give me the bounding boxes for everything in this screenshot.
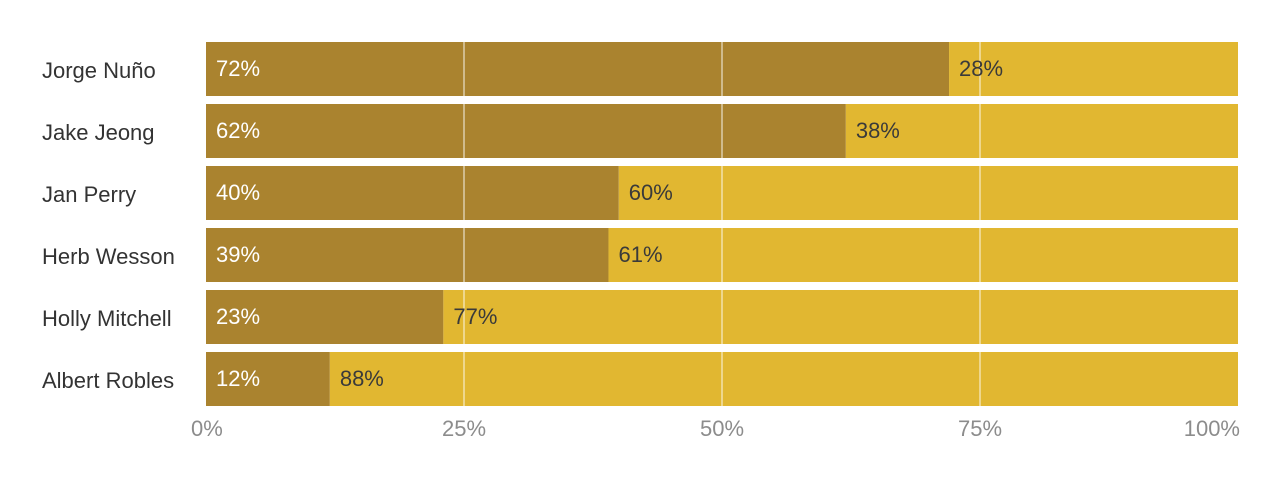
category-label-3: Jan Perry	[42, 182, 136, 207]
x-axis-ticks-group: 0% 25% 50% 75% 100%	[191, 416, 1240, 441]
value-label-1-4: 39%	[216, 242, 260, 267]
value-label-2-3: 60%	[629, 180, 673, 205]
x-tick-label-1: 0%	[191, 416, 223, 441]
category-label-1: Jorge Nuño	[42, 58, 156, 83]
value-label-2-6: 88%	[340, 366, 384, 391]
value-label-2-2: 38%	[856, 118, 900, 143]
bar-segment-1-3	[206, 166, 619, 220]
value-labels-group: 72% 28% 62% 38% 40% 60% 39% 61% 23% 77% 12% 88%	[216, 56, 1003, 391]
bar-segment-1-2	[206, 104, 846, 158]
bars-group	[206, 42, 1239, 406]
category-labels-group: Jorge Nuño Jake Jeong Jan Perry Herb Wesson…	[42, 58, 175, 393]
bar-segment-2-2	[845, 104, 1238, 158]
bar-segment-2-5	[443, 290, 1238, 344]
bar-segment-1-4	[206, 228, 609, 282]
value-label-1-5: 23%	[216, 304, 260, 329]
value-label-2-5: 77%	[453, 304, 497, 329]
bar-segment-1-5	[206, 290, 444, 344]
x-tick-label-4: 75%	[958, 416, 1002, 441]
x-tick-label-3: 50%	[700, 416, 744, 441]
bar-segment-2-3	[618, 166, 1238, 220]
bar-segment-1-1	[206, 42, 950, 96]
value-label-1-6: 12%	[216, 366, 260, 391]
x-tick-label-5: 100%	[1184, 416, 1240, 441]
category-label-4: Herb Wesson	[42, 244, 175, 269]
value-label-1-3: 40%	[216, 180, 260, 205]
bar-segment-2-6	[329, 352, 1239, 406]
category-label-6: Albert Robles	[42, 368, 174, 393]
value-label-1-2: 62%	[216, 118, 260, 143]
category-label-5: Holly Mitchell	[42, 306, 172, 331]
gridlines-group	[463, 42, 981, 406]
bar-segment-2-4	[608, 228, 1238, 282]
value-label-1-1: 72%	[216, 56, 260, 81]
category-label-2: Jake Jeong	[42, 120, 155, 145]
value-label-2-1: 28%	[959, 56, 1003, 81]
value-label-2-4: 61%	[618, 242, 662, 267]
bar-segment-2-1	[949, 42, 1238, 96]
bar-segment-1-6	[206, 352, 330, 406]
x-tick-label-2: 25%	[442, 416, 486, 441]
